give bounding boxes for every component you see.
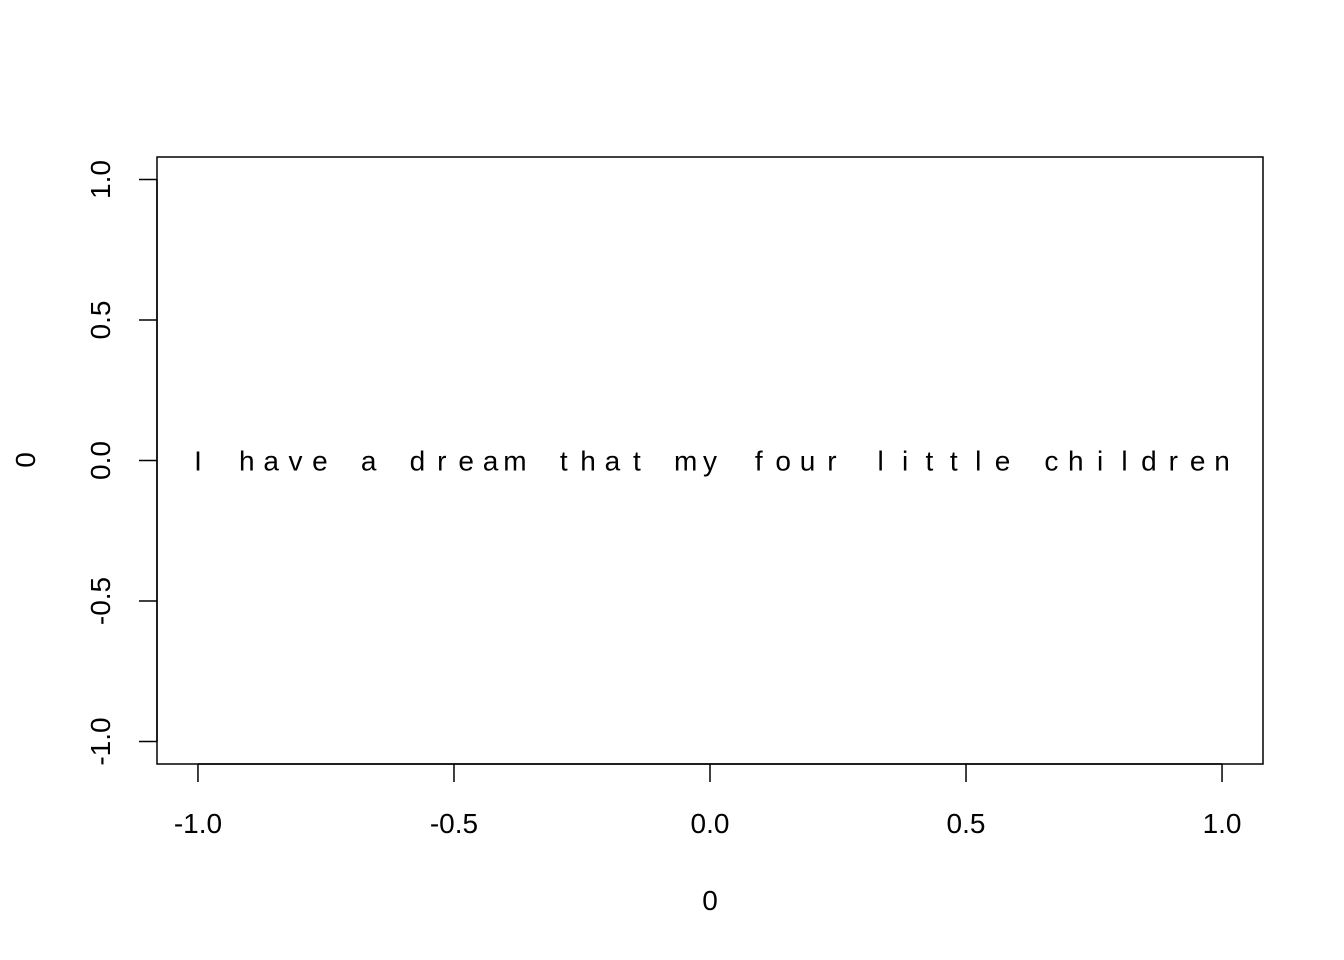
annotation-char: I — [194, 446, 202, 477]
annotation-char: r — [827, 446, 836, 477]
annotation-char: a — [483, 446, 499, 477]
annotation-char: l — [975, 446, 981, 477]
y-tick-label: 1.0 — [85, 160, 116, 199]
annotation-char: u — [800, 446, 816, 477]
annotation-char: c — [1044, 446, 1058, 477]
annotation-char: i — [1097, 446, 1103, 477]
annotation-char: h — [580, 446, 596, 477]
annotation-char: i — [902, 446, 908, 477]
annotation-char: y — [703, 446, 717, 477]
y-tick-label: 0.0 — [85, 441, 116, 480]
x-tick-label: 0.5 — [947, 808, 986, 839]
annotation-char: d — [410, 446, 426, 477]
y-tick-label: 0.5 — [85, 301, 116, 340]
x-axis-label: 0 — [702, 885, 718, 916]
annotation-char: t — [560, 446, 568, 477]
annotation-char: t — [950, 446, 958, 477]
annotation-char: m — [674, 446, 697, 477]
y-tick-label: -1.0 — [85, 717, 116, 765]
annotation-char: o — [775, 446, 791, 477]
y-axis: -1.0 -0.5 0.0 0.5 1.0 — [85, 160, 158, 766]
y-axis-label: 0 — [10, 452, 41, 468]
annotation-char: e — [458, 446, 474, 477]
annotation-char: e — [995, 446, 1011, 477]
x-tick-label: -0.5 — [430, 808, 478, 839]
annotation-char: r — [437, 446, 446, 477]
annotation-char: a — [361, 446, 377, 477]
annotation-char: t — [633, 446, 641, 477]
annotation-char: f — [755, 446, 763, 477]
annotation-char: e — [1190, 446, 1206, 477]
y-tick-label: -0.5 — [85, 577, 116, 625]
annotation-char: l — [1121, 446, 1127, 477]
annotation-char: h — [1068, 446, 1084, 477]
annotation-char: m — [503, 446, 526, 477]
annotation-char: e — [312, 446, 328, 477]
annotation-char: a — [605, 446, 621, 477]
x-tick-label: -1.0 — [174, 808, 222, 839]
annotation-char: l — [878, 446, 884, 477]
x-tick-label: 1.0 — [1203, 808, 1242, 839]
x-tick-label: 0.0 — [691, 808, 730, 839]
annotation-char: a — [263, 446, 279, 477]
annotation-char: v — [288, 446, 302, 477]
annotation-char: t — [926, 446, 934, 477]
annotation-char: r — [1169, 446, 1178, 477]
annotation-char: n — [1214, 446, 1230, 477]
x-axis: -1.0 -0.5 0.0 0.5 1.0 — [174, 763, 1242, 839]
annotation-char: h — [239, 446, 255, 477]
annotation-char: d — [1141, 446, 1157, 477]
